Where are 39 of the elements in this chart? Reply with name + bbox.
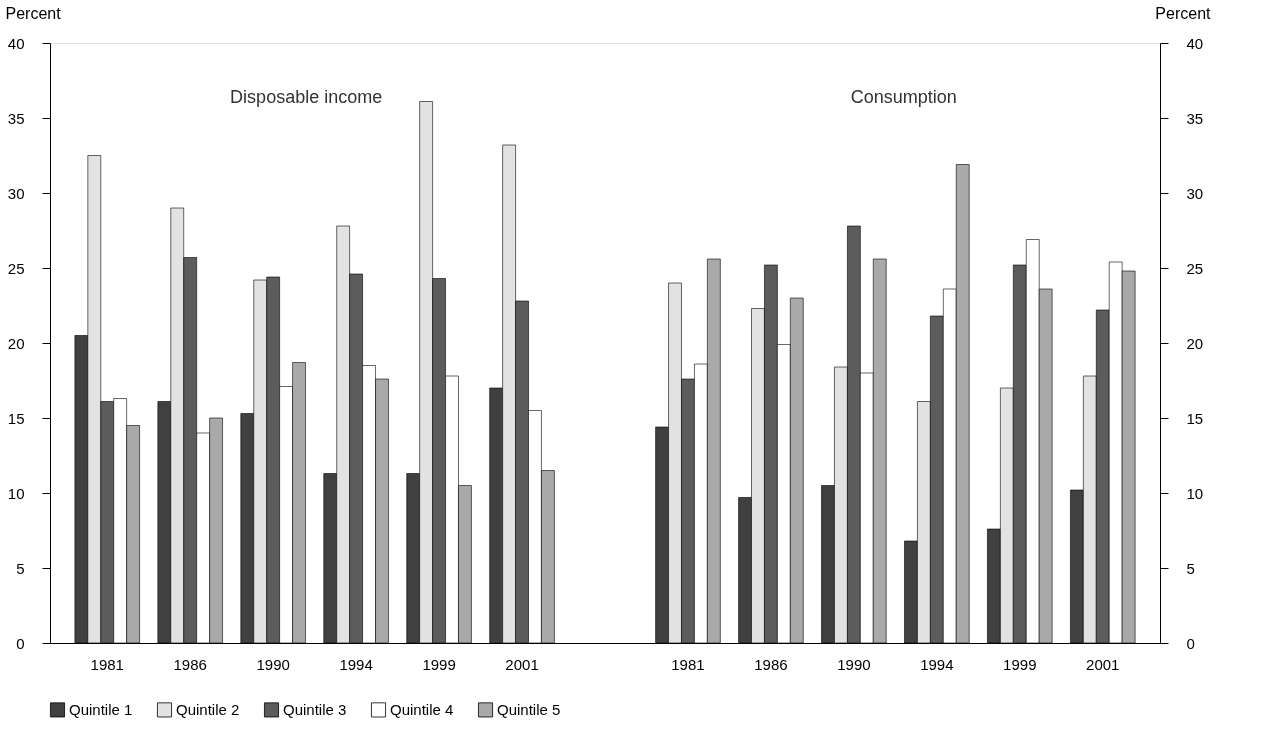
annotation: Consumption: [850, 87, 957, 107]
legend-label: Quintile 4: [390, 700, 454, 718]
legend-label: Quintile 1: [69, 700, 133, 718]
x-tick-label: 2001: [1086, 655, 1120, 673]
y-tick-label: 25: [7, 259, 25, 277]
annotation: Disposable income: [230, 87, 383, 107]
y-tick-label: 40: [7, 34, 25, 52]
y-tick-label: 35: [7, 109, 25, 127]
legend-label: Quintile 5: [497, 700, 561, 718]
x-tick-label: 1981: [90, 655, 124, 673]
x-tick-label: 1990: [837, 655, 871, 673]
x-tick-label: 1999: [422, 655, 456, 673]
y2-tick-label: 25: [1186, 259, 1204, 277]
y2-tick-label: 0: [1186, 634, 1195, 652]
y-tick-label: 5: [16, 559, 25, 577]
x-tick-label: 1999: [1003, 655, 1037, 673]
x-tick-label: 2001: [505, 655, 539, 673]
y2-tick-label: 20: [1186, 334, 1204, 352]
y2-tick-label: 35: [1186, 109, 1204, 127]
y-tick-label: 15: [7, 409, 25, 427]
y-tick-label: 20: [7, 334, 25, 352]
y-tick-label: 0: [16, 634, 25, 652]
y2-tick-label: 30: [1186, 184, 1204, 202]
x-tick-label: 1990: [256, 655, 290, 673]
x-tick-label: 1994: [339, 655, 373, 673]
y-tick-label: 10: [7, 484, 25, 502]
legend-label: Quintile 2: [176, 700, 240, 718]
x-tick-label: 1986: [754, 655, 788, 673]
y-axis-title: Percent: [5, 4, 62, 22]
legend-label: Quintile 3: [283, 700, 347, 718]
y2-tick-label: 15: [1186, 409, 1204, 427]
x-tick-label: 1981: [671, 655, 705, 673]
x-tick-label: 1994: [920, 655, 954, 673]
y2-tick-label: 40: [1186, 34, 1204, 52]
y2-tick-label: 5: [1186, 559, 1195, 577]
x-tick-label: 1986: [173, 655, 207, 673]
y2-axis-title: Percent: [1155, 4, 1212, 22]
y2-tick-label: 10: [1186, 484, 1204, 502]
y-tick-label: 30: [7, 184, 25, 202]
